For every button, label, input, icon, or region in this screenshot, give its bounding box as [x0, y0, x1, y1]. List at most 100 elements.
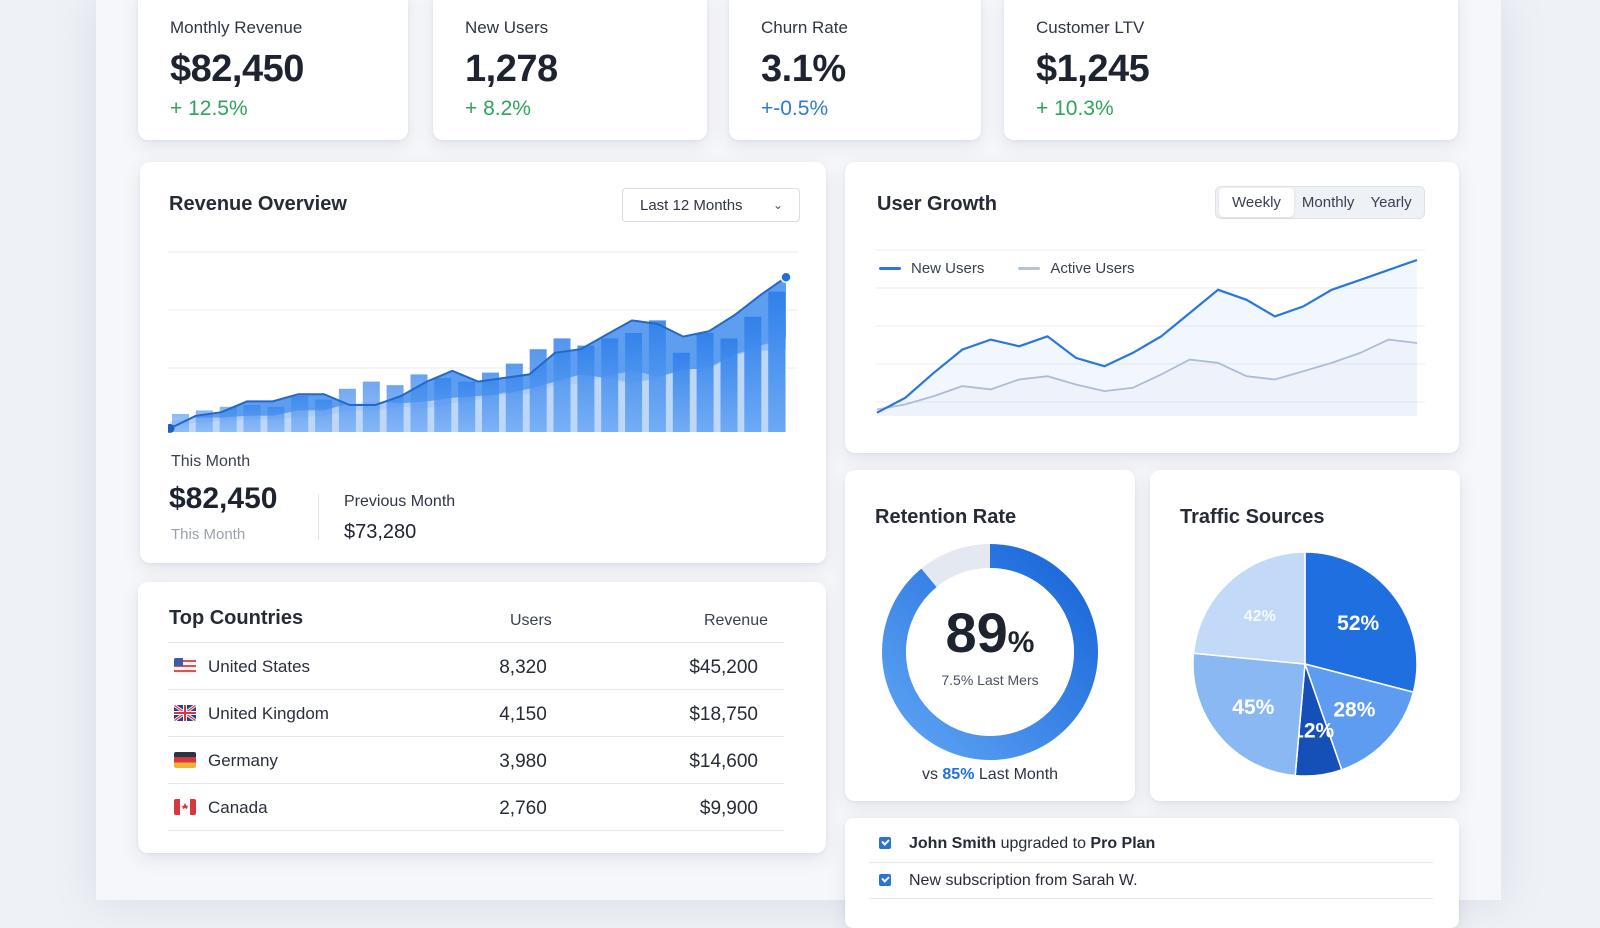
activity-text: New subscription from Sarah W.	[909, 872, 1138, 889]
bar	[434, 378, 452, 432]
kpi-label: New Users	[465, 18, 549, 37]
country-revenue: $18,750	[689, 704, 758, 725]
country-name: Canada	[208, 798, 268, 817]
user-growth-chart	[875, 249, 1425, 416]
previous-month-label: Previous Month	[344, 493, 456, 510]
bar	[482, 372, 499, 432]
country-users: 2,760	[499, 798, 547, 819]
bar	[315, 399, 333, 432]
kpi-card-churn-rate[interactable]: Churn Rate 3.1% +-0.5%	[729, 0, 981, 140]
this-month-label: This Month	[171, 453, 251, 470]
activity-action: upgraded to	[1000, 835, 1086, 852]
divider	[318, 494, 319, 540]
kpi-card-monthly-revenue[interactable]: Monthly Revenue $82,450 + 12.5%	[138, 0, 408, 140]
retention-rate-card: Retention Rate 89% 7.5% Last Mers vs 85%…	[845, 470, 1135, 801]
bar	[219, 406, 237, 432]
country-users: 3,980	[499, 751, 547, 772]
divider	[869, 898, 1433, 899]
bar	[458, 381, 476, 432]
pie-slice	[1304, 551, 1418, 694]
table-row[interactable]: Canada 2,760 $9,900	[168, 783, 784, 831]
kpi-card-new-users[interactable]: New Users 1,278 + 8.2%	[433, 0, 707, 140]
pie-slice	[1192, 551, 1306, 665]
chart-legend: New Users Active Users	[879, 260, 1135, 277]
top-countries-card: Top Countries Users Revenue United State…	[138, 582, 826, 853]
activity-item[interactable]: John Smith upgraded to Pro Plan	[879, 835, 1155, 853]
donut-segment-retention	[882, 544, 1098, 760]
bar	[243, 405, 261, 432]
series-area	[877, 339, 1417, 416]
series-line-new-users	[876, 258, 1418, 414]
legend-swatch	[879, 267, 901, 270]
table-row[interactable]: United States 8,320 $45,200	[168, 642, 784, 689]
bar	[648, 320, 666, 432]
legend-label: Active Users	[1050, 260, 1135, 277]
checkbox-icon	[879, 874, 891, 886]
kpi-label: Monthly Revenue	[170, 18, 303, 37]
country-users: 8,320	[499, 657, 547, 678]
country-name: United States	[208, 657, 311, 676]
uk-flag-icon	[174, 705, 196, 721]
kpi-value: $82,450	[170, 48, 304, 90]
bar	[291, 396, 309, 432]
table-row[interactable]: Germany 3,980 $14,600	[168, 736, 784, 783]
germany-flag-icon	[174, 752, 196, 768]
compare-suffix: Last Month	[978, 766, 1059, 783]
kpi-change: +-0.5%	[761, 97, 829, 120]
activity-card: John Smith upgraded to Pro Plan New subs…	[845, 818, 1459, 928]
period-toggle[interactable]: Weekly Monthly Yearly	[1215, 186, 1425, 219]
series-line	[169, 276, 787, 430]
pie-label: 12%	[1292, 720, 1334, 743]
legend-swatch	[1018, 267, 1041, 270]
card-title: User Growth	[877, 193, 998, 215]
country-name: Germany	[208, 751, 278, 770]
bar	[386, 385, 404, 432]
previous-month-value: $73,280	[344, 521, 417, 543]
kpi-value: 3.1%	[761, 48, 846, 90]
compare-value: 85%	[942, 766, 975, 783]
compare-prefix: vs	[921, 766, 938, 783]
column-header-users[interactable]: Users	[510, 612, 552, 629]
country-users: 4,150	[499, 704, 547, 725]
point-end	[780, 271, 792, 283]
activity-item[interactable]: New subscription from Sarah W.	[879, 872, 1138, 890]
bar	[768, 291, 786, 432]
series-area	[877, 260, 1417, 416]
kpi-change: + 10.3%	[1036, 97, 1114, 120]
bar	[720, 338, 738, 432]
kpi-card-customer-ltv[interactable]: Customer LTV $1,245 + 10.3%	[1004, 0, 1458, 140]
card-title: Retention Rate	[875, 506, 1017, 528]
pie-label: 42%	[1244, 608, 1276, 625]
legend-label: New Users	[911, 260, 985, 277]
card-title: Traffic Sources	[1180, 506, 1325, 528]
tab-yearly[interactable]: Yearly	[1370, 194, 1412, 211]
bar	[625, 333, 643, 432]
kpi-value: 1,278	[465, 48, 558, 90]
divider	[869, 862, 1433, 863]
revenue-chart	[168, 251, 798, 433]
this-month-value: $82,450	[169, 482, 278, 515]
canada-flag-icon	[174, 799, 196, 815]
country-name: United Kingdom	[208, 704, 329, 723]
table-row[interactable]: United Kingdom 4,150 $18,750	[168, 689, 784, 736]
bar	[696, 333, 714, 432]
bar	[744, 316, 762, 432]
pie-label: 28%	[1333, 699, 1375, 722]
column-header-revenue[interactable]: Revenue	[703, 612, 768, 629]
range-select[interactable]: Last 12 Months ⌄	[622, 188, 800, 222]
tab-weekly[interactable]: Weekly	[1219, 188, 1294, 217]
bar	[672, 352, 690, 432]
retention-inner-caption: 7.5% Last Mers	[941, 672, 1039, 688]
bar	[267, 406, 285, 432]
bar	[601, 338, 619, 432]
tab-monthly[interactable]: Monthly	[1301, 194, 1355, 211]
pie-label: 52%	[1337, 612, 1379, 635]
us-flag-icon	[174, 658, 196, 674]
chevron-down-icon: ⌄	[772, 198, 783, 212]
legend-item-active-users: Active Users	[1018, 260, 1135, 277]
series-line-active-users	[876, 338, 1418, 411]
donut-inner	[906, 568, 1074, 736]
retention-compare: vs 85% Last Month	[845, 766, 1135, 784]
country-revenue: $45,200	[689, 657, 758, 678]
country-revenue: $14,600	[689, 751, 758, 772]
